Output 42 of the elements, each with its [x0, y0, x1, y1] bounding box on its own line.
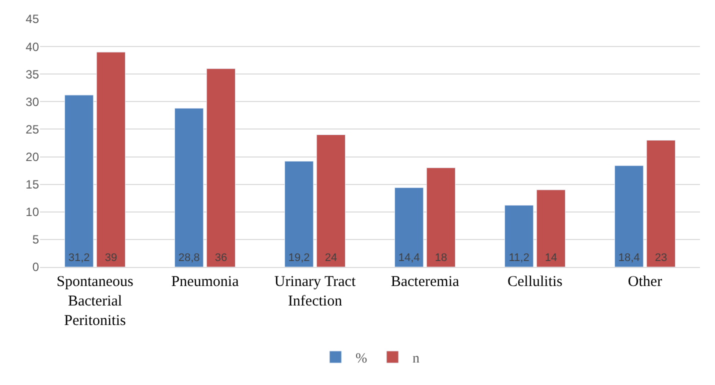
x-tick-label: Cellulitis: [507, 274, 563, 290]
legend-label: %: [356, 351, 368, 366]
data-label: 39: [104, 252, 118, 264]
data-label: 18: [434, 252, 448, 264]
x-tick-label: Pneumonia: [171, 274, 240, 290]
y-tick-label: 15: [26, 178, 40, 192]
legend-label: n: [412, 351, 420, 366]
y-tick-label: 35: [26, 67, 40, 82]
y-tick-label: 10: [26, 205, 40, 220]
bar: [284, 160, 314, 267]
y-tick-label: 25: [26, 122, 40, 136]
bar: [614, 165, 644, 267]
data-label: 23: [654, 252, 668, 264]
bar: [426, 168, 456, 267]
data-label: 31,2: [68, 252, 90, 264]
data-label: 14: [544, 252, 558, 264]
y-tick-label: 5: [32, 232, 40, 247]
bar: [64, 94, 94, 267]
bar: [174, 108, 204, 267]
x-tick-label: Other: [628, 274, 662, 290]
y-tick-label: 45: [26, 12, 40, 26]
bar: [96, 52, 126, 267]
bar: [646, 140, 676, 267]
bar: [394, 187, 424, 267]
y-tick-label: 30: [26, 94, 40, 109]
data-label: 11,2: [508, 252, 530, 264]
x-tick-label: Bacteremia: [390, 274, 460, 290]
y-tick-label: 40: [26, 40, 40, 54]
data-label: 14,4: [398, 252, 420, 264]
y-tick-label: 20: [26, 150, 40, 164]
bar: [504, 205, 534, 267]
data-label: 36: [214, 252, 228, 264]
data-label: 19,2: [288, 252, 310, 264]
y-tick-label: 0: [32, 260, 40, 274]
bar: [536, 190, 566, 267]
data-label: 18,4: [618, 252, 640, 264]
data-label: 24: [324, 252, 338, 264]
x-tick-label: Urinary Tract Infection: [274, 274, 356, 310]
bar: [316, 134, 346, 267]
bar: [206, 68, 236, 267]
x-tick-label: Spontaneous Bacterial Peritonitis: [56, 274, 134, 329]
data-label: 28,8: [178, 252, 200, 264]
